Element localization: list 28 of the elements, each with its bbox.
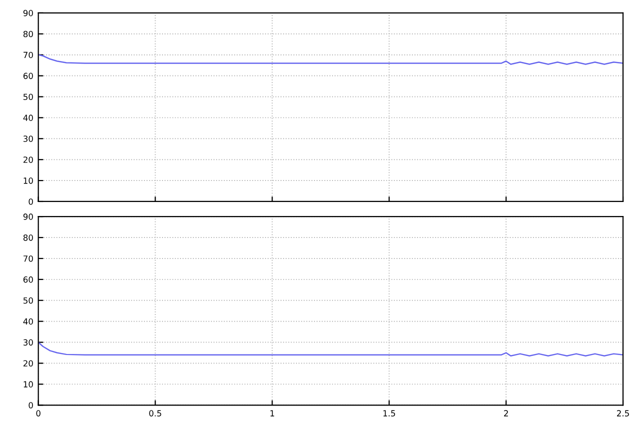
line-series <box>38 342 624 357</box>
y-tick-label: 60 <box>23 276 33 283</box>
y-tick-label: 0 <box>28 198 33 205</box>
y-tick-label: 30 <box>24 339 33 346</box>
y-tick-label: 10 <box>24 178 33 184</box>
y-tick-label: 20 <box>23 156 33 163</box>
x-tick-label: 0.5 <box>149 410 162 416</box>
y-tick-label: 90 <box>23 214 33 220</box>
y-tick-label: 50 <box>24 297 33 304</box>
y-tick-label: 50 <box>24 94 33 100</box>
x-tick-label: 0 <box>36 410 40 416</box>
y-tick-label: 0 <box>28 402 33 408</box>
x-tick-label: 1.5 <box>383 410 396 416</box>
line-series <box>38 54 624 65</box>
y-tick-label: 40 <box>23 318 33 325</box>
y-tick-label: 80 <box>23 30 33 38</box>
y-tick-label: 20 <box>23 360 33 367</box>
y-tick-label: 60 <box>23 72 33 80</box>
y-tick-label: 70 <box>24 52 33 58</box>
y-tick-label: 30 <box>24 136 33 142</box>
y-tick-label: 90 <box>23 10 33 16</box>
x-tick-label: 2.5 <box>617 410 629 416</box>
y-tick-label: 40 <box>23 114 33 121</box>
x-tick-label: 2 <box>504 410 508 416</box>
y-tick-label: 70 <box>24 255 33 262</box>
y-tick-label: 80 <box>23 234 33 241</box>
x-tick-label: 1 <box>270 410 274 416</box>
y-tick-label: 10 <box>24 381 33 388</box>
